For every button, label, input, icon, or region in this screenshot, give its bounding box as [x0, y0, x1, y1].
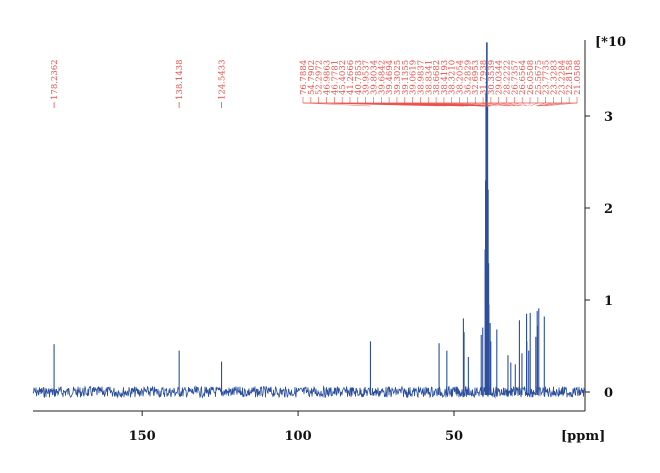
peak-label-fan-line: [506, 102, 522, 107]
peak-label: 23.2284: [557, 60, 567, 95]
peak-label-fan-line: [530, 102, 538, 107]
peak-label: 38.6682: [432, 60, 442, 95]
x-ticks: 150 100 50: [129, 411, 463, 444]
peak-label: 45.4032: [338, 60, 348, 95]
x-unit-label: [ppm]: [561, 429, 605, 444]
y-ticks: 0 1 2 3: [585, 110, 613, 401]
peak-label: 39.9537: [362, 60, 372, 95]
peak-label: 39.8034: [369, 60, 379, 95]
peak-label: 31.7938: [479, 60, 489, 95]
peak-label: 23.7735: [542, 60, 552, 95]
peak-label: 32.6953: [471, 60, 481, 95]
peak-label-fan-line: [498, 102, 520, 107]
peak-label: 38.2054: [456, 60, 466, 95]
peak-label: 39.1355: [401, 60, 411, 95]
peak-label: 138.1438: [175, 59, 185, 100]
peak-label: 38.3210: [448, 60, 458, 95]
y-tick-label: 0: [604, 386, 613, 401]
peak-label: 39.0619: [409, 60, 419, 95]
peak-label: 26.0508: [526, 60, 536, 95]
peak-label-fan-line: [538, 102, 570, 107]
peak-label: 46.9863: [322, 60, 332, 95]
peak-label-fan-line: [302, 102, 371, 107]
peak-label: 22.8158: [565, 60, 575, 95]
peak-label-fan-line: [318, 102, 447, 107]
peak-label-fan-line: [514, 102, 527, 107]
peak-label-fan-line: [475, 102, 509, 107]
peak-label: 52.2972: [315, 60, 325, 95]
peak-label: 38.4193: [440, 60, 450, 95]
x-tick-label: 100: [285, 429, 312, 444]
x-tick-label: 50: [445, 429, 463, 444]
peak-label-fan-line: [459, 102, 491, 107]
spectrum-peaks: [53, 42, 545, 395]
peak-label: 26.7357: [510, 60, 520, 95]
y-tick-label: 1: [604, 294, 613, 309]
peak-label: 36.2829: [463, 60, 473, 95]
peak-label-fan-line: [535, 102, 546, 107]
y-tick-label: 3: [604, 110, 613, 125]
peak-label: 124.5433: [218, 59, 228, 100]
peak-label: 39.6842: [377, 60, 387, 95]
peak-label: 38.8341: [424, 60, 434, 95]
peak-label-fan-line: [522, 102, 527, 107]
peak-label: 38.9837: [416, 60, 426, 95]
peak-label: 41.2666: [346, 60, 356, 95]
peak-label: 178.2362: [50, 59, 60, 100]
peak-label-fan-line: [483, 102, 511, 107]
peak-label-fan-line: [544, 102, 578, 107]
axes: 150 100 50 0 1 2 3 [ppm] [*10: [33, 35, 626, 444]
peak-label: 26.6564: [518, 60, 528, 95]
y-unit-label: [*10: [595, 35, 626, 50]
y-tick-label: 2: [604, 202, 613, 217]
peak-label: 21.0508: [573, 60, 583, 95]
peak-label: 46.7781: [330, 60, 340, 95]
peak-labels: 178.2362 138.1438 124.5433 76.788454.790252…: [50, 59, 583, 108]
peak-label: 28.2222: [503, 60, 513, 95]
baseline-noise: [32, 385, 586, 399]
peak-label-fan-line: [528, 102, 531, 107]
peak-label: 39.3025: [393, 60, 403, 95]
baseline-noise-trace: [32, 385, 586, 399]
peak-label: 30.3539: [487, 60, 497, 95]
peak-label: 39.4694: [385, 60, 395, 95]
peak-label-fan-line: [537, 102, 562, 107]
x-tick-label: 150: [129, 429, 156, 444]
peak-label: 40.7853: [354, 60, 364, 95]
peak-label: 23.3283: [550, 60, 560, 95]
peak-label: 54.7902: [307, 60, 317, 95]
peak-label-fan-line: [467, 102, 497, 107]
peak-label: 76.7884: [299, 60, 309, 95]
peak-label: 25.5675: [534, 60, 544, 95]
peak-label: 29.0344: [495, 60, 505, 95]
peak-label-fan-line: [490, 102, 516, 107]
